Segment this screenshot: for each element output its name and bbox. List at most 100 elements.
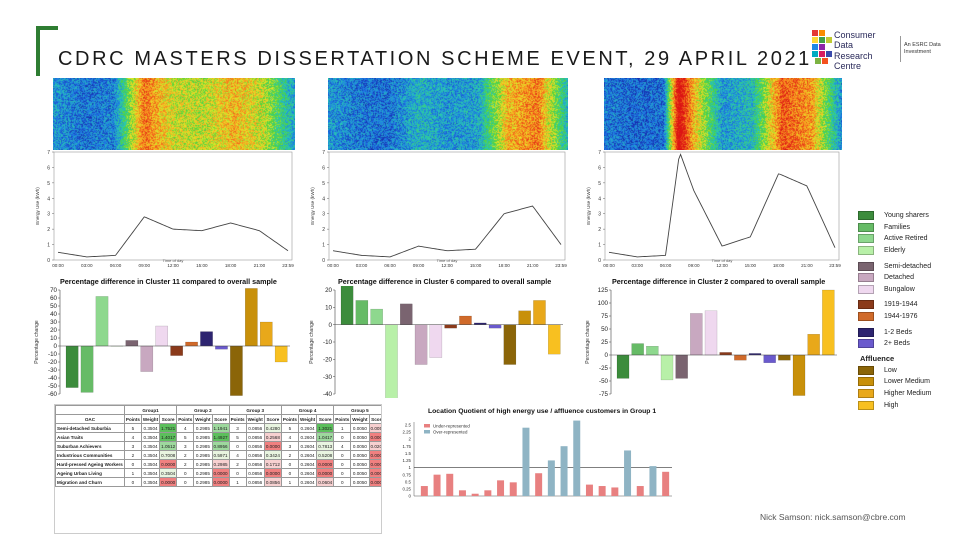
logo-line: Research [834, 50, 873, 61]
y-tick-label: 1.75 [402, 444, 411, 449]
y-axis-label: Energy Use (kWh) [586, 187, 591, 225]
table-cell: 0.2985 [193, 450, 213, 460]
table-cell: 0.0856 [245, 441, 265, 451]
bar-detached [690, 313, 703, 356]
y-tick-label: 4 [598, 196, 601, 202]
table-group-header: Group 3 [228, 405, 282, 415]
x-tick-label: 03:00 [632, 263, 644, 268]
x-tick-label: 15:00 [745, 263, 757, 268]
table-cell: 2 [123, 450, 142, 460]
x-tick-label: 12:00 [441, 263, 453, 268]
bar-1944-1976 [459, 315, 472, 325]
table-subheader: Points [333, 414, 352, 424]
bar-bungalow [429, 324, 443, 358]
y-tick-label: -40 [323, 391, 333, 398]
y-tick-label: 0.75 [402, 472, 411, 477]
table-subheader: Weight [245, 414, 265, 424]
bar-lower-medium [792, 354, 806, 396]
x-tick-label: 18:00 [498, 263, 510, 268]
bar-active-retired [646, 346, 659, 356]
table-cell: 0.5971 [211, 450, 230, 460]
energy-heatmap-cluster-6 [328, 78, 568, 150]
lq-bar [509, 482, 517, 496]
y-tick-label: -40 [48, 375, 58, 382]
lq-bar [522, 427, 530, 496]
logo-divider [900, 36, 901, 62]
y-tick-label: 75 [601, 313, 608, 320]
lq-bar [624, 450, 632, 496]
table-cell: 0.0856 [245, 459, 265, 469]
table-cell: 0.3504 [140, 450, 161, 460]
table-cell: 0.0050 [350, 423, 370, 433]
y-tick-label: 0 [409, 494, 412, 499]
legend-label: Low [884, 366, 897, 374]
table-cell: 0 [333, 459, 352, 469]
table-cell: 0.0856 [245, 432, 265, 442]
x-tick-label: 06:00 [110, 263, 122, 268]
bar-low [230, 345, 243, 396]
y-axis-label: Energy Use (kWh) [35, 187, 40, 225]
energy-heatmap-cluster-2 [604, 78, 842, 150]
table-cell: 0.0200 [368, 441, 381, 451]
lq-bar [636, 486, 644, 496]
x-tick-label: 18:00 [773, 263, 785, 268]
x-tick-label: 06:00 [384, 263, 396, 268]
chart-legend: Young sharers Families Active Retired Elder… [858, 210, 958, 411]
bar-2-beds [488, 324, 502, 329]
y-tick-label: -30 [323, 374, 333, 381]
x-tick-label: 18:00 [225, 263, 237, 268]
lq-bar [585, 484, 593, 496]
legend-swatch [858, 377, 874, 387]
bar-1-2-beds [474, 322, 487, 325]
table-cell: 0.4280 [263, 423, 282, 433]
table-cell: 0 [123, 477, 142, 487]
y-tick-label: 2 [409, 437, 412, 442]
lq-bar [446, 473, 454, 496]
table-cell: 0.0000 [368, 450, 381, 460]
logo-line: Data [834, 40, 854, 51]
table-cell: 0.8956 [211, 441, 230, 451]
table-cell: 0 [280, 468, 299, 478]
legend-swatch [858, 211, 874, 221]
y-tick-label: 50 [50, 303, 57, 310]
y-tick-label: -10 [323, 339, 333, 346]
lq-bar [484, 490, 492, 496]
table-cell: 0 [333, 468, 352, 478]
table-cell: 0.2985 [211, 459, 230, 469]
bar-high [548, 324, 561, 355]
table-cell: 5 [176, 432, 195, 442]
legend-label: Elderly [884, 247, 906, 255]
legend-label: Detached [884, 274, 914, 282]
y-tick-label: 20 [325, 287, 332, 294]
lq-bar [573, 420, 581, 496]
table-cell: 0.0050 [350, 459, 370, 469]
y-tick-label: 6 [322, 165, 325, 171]
legend-swatch [858, 389, 874, 399]
y-tick-label: 50 [601, 326, 608, 333]
bar-chart-title: Percentage difference in Cluster 11 comp… [60, 277, 277, 286]
table-cell: 1.4927 [211, 432, 230, 442]
logo-line: Centre [834, 61, 862, 72]
table-cell: 0.0000 [316, 459, 335, 469]
bar-young-sharers [65, 345, 79, 388]
legend-item: Higher Medium [858, 388, 958, 400]
y-tick-label: 1.5 [405, 451, 412, 456]
legend-swatch [858, 365, 874, 375]
y-tick-label: -20 [48, 359, 58, 366]
table-subheader: Points [228, 414, 247, 424]
table-cell: 1.3021 [316, 423, 335, 433]
y-tick-label: 6 [598, 165, 601, 171]
y-tick-label: 100 [598, 300, 609, 307]
x-tick-label: 15:00 [196, 263, 208, 268]
legend-item: Semi-detached [858, 260, 958, 272]
y-tick-label: 10 [50, 335, 57, 342]
table-cell: 0.0000 [211, 468, 230, 478]
table-row: Asian Traits 4 0.3504 1.4017 5 0.2985 1.4927 5 0… [55, 432, 381, 442]
table-group-header: Group 4 [280, 405, 335, 415]
table-cell: 0.0000 [316, 468, 335, 478]
legend-label: 1-2 Beds [884, 328, 913, 336]
y-tick-label: 10 [325, 305, 332, 312]
table-group-header [55, 405, 125, 415]
